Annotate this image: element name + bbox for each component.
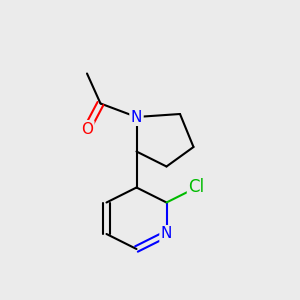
Text: N: N — [131, 110, 142, 124]
Text: O: O — [81, 122, 93, 136]
Text: N: N — [161, 226, 172, 242]
Text: Cl: Cl — [188, 178, 205, 196]
